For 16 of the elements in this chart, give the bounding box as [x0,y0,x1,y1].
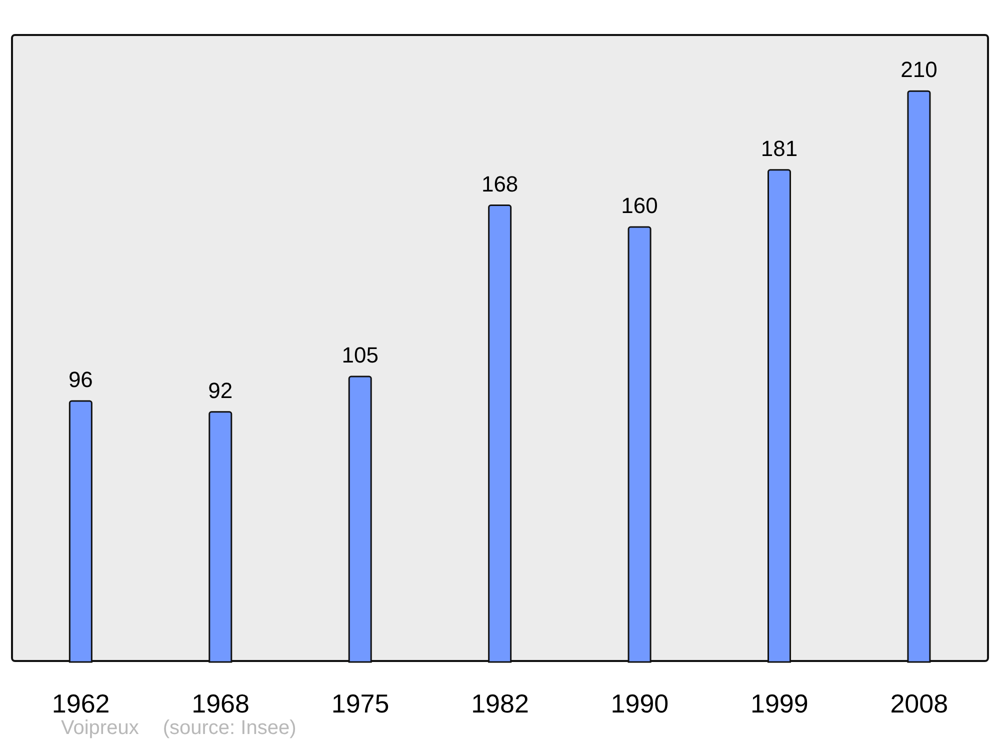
data-label: 160 [621,193,658,218]
x-tick-label: 2008 [890,688,948,718]
x-tick-label: 1962 [52,688,110,718]
x-tick-label: 1968 [192,688,250,718]
x-tick-label: 1999 [750,688,808,718]
x-tick-label: 1990 [610,688,669,718]
x-tick-label: 1975 [331,688,390,718]
text: (source: Insee) [162,717,296,740]
data-label: 96 [68,367,93,392]
data-label: 105 [342,342,378,368]
x-tick-label: 1982 [471,688,529,718]
data-label: 181 [760,136,798,161]
data-label: 168 [481,171,518,196]
text: Voipreux [61,717,139,740]
data-label: 92 [208,378,233,403]
data-label: 210 [900,57,938,82]
